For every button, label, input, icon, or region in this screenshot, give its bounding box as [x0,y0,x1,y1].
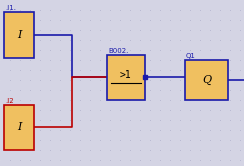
Bar [185,60,228,100]
Text: I: I [17,123,21,132]
Text: .I2: .I2 [5,98,14,104]
Text: B002.: B002. [108,48,128,54]
Text: >1: >1 [120,70,132,80]
Text: I: I [17,30,21,40]
Text: Q1: Q1 [186,53,196,59]
Bar [4,105,34,150]
Bar [107,55,145,100]
Text: .I1.: .I1. [5,5,16,11]
Bar [4,12,34,58]
Text: Q: Q [202,75,211,85]
